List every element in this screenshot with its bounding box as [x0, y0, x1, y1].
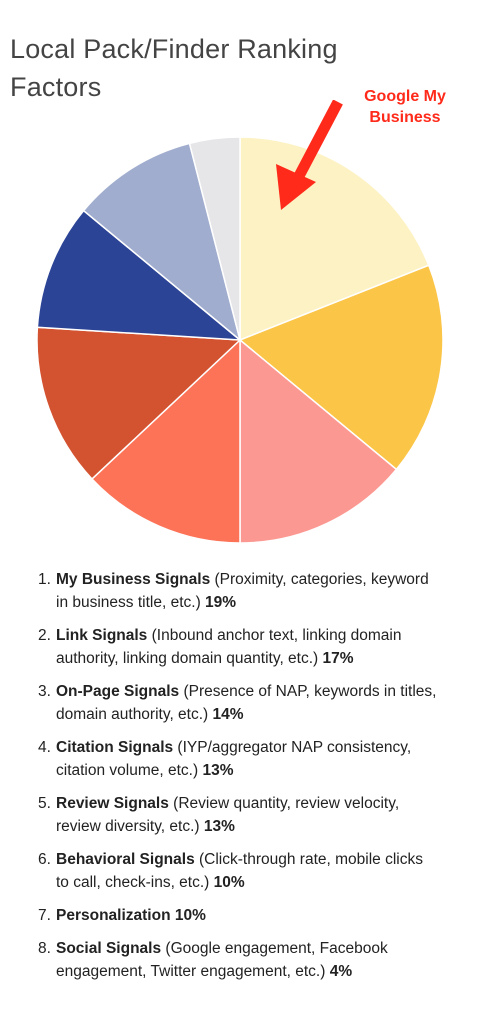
factor-name: My Business Signals: [56, 571, 211, 588]
factor-item: 8. Social Signals (Google engagement, Fac…: [38, 937, 438, 983]
callout-arrow: [276, 99, 343, 210]
factor-number: 1.: [38, 571, 51, 588]
factor-number: 6.: [38, 851, 51, 868]
google-my-business-callout: Google My Business: [364, 88, 446, 126]
pie-chart-area: [0, 99, 485, 560]
factor-number: 8.: [38, 940, 51, 957]
factor-name: Link Signals: [56, 627, 148, 644]
factor-description: (Proximity, categories, keyword in busin…: [56, 571, 429, 611]
factor-description: (Presence of NAP, keywords in titles, do…: [56, 683, 437, 723]
factor-number: 7.: [38, 907, 51, 924]
factor-description: (IYP/aggregator NAP consistency, citatio…: [56, 739, 412, 779]
pie-slice-behavioral-signals: [36, 209, 243, 341]
pie-slice-personalization: [82, 142, 242, 343]
factor-percent: 13%: [203, 818, 235, 835]
factor-description: (Inbound anchor text, linking domain aut…: [56, 627, 402, 667]
factor-name: Review Signals: [56, 795, 169, 812]
factor-description: (Review quantity, review velocity, revie…: [56, 795, 400, 835]
factor-percent: 4%: [329, 963, 353, 980]
factor-number: 5.: [38, 795, 51, 812]
factor-number: 4.: [38, 739, 51, 756]
factor-name: Citation Signals: [56, 739, 174, 756]
factor-percent: 17%: [322, 650, 354, 667]
factor-percent: 10%: [213, 874, 245, 891]
factor-name: Personalization: [56, 907, 171, 924]
pie-slice-social-signals: [188, 136, 241, 341]
factor-name: On-Page Signals: [56, 683, 180, 700]
pie-slice-citation-signals: [90, 338, 241, 544]
pie-chart: [36, 99, 444, 544]
ranking-factors-list: 1. My Business Signals (Proximity, catego…: [38, 568, 438, 993]
page-title: Local Pack/Finder Ranking Factors: [10, 34, 338, 103]
factor-item: 1. My Business Signals (Proximity, catego…: [38, 568, 438, 614]
pie-slice-on-page-signals: [239, 338, 398, 544]
factor-percent: 19%: [205, 594, 237, 611]
factor-percent: 13%: [202, 762, 234, 779]
factor-percent: 10%: [174, 907, 206, 924]
factor-description: (Google engagement, Facebook engagement,…: [56, 940, 388, 980]
factor-item: 4. Citation Signals (IYP/aggregator NAP c…: [38, 736, 438, 782]
factor-percent: 14%: [212, 706, 244, 723]
callout-arrow-head: [276, 164, 316, 210]
pie-slice-link-signals: [238, 264, 444, 471]
factor-name: Social Signals: [56, 940, 162, 957]
factor-number: 2.: [38, 627, 51, 644]
factor-item: 2. Link Signals (Inbound anchor text, lin…: [38, 624, 438, 670]
factor-name: Behavioral Signals: [56, 851, 195, 868]
factor-item: 5. Review Signals (Review quantity, revie…: [38, 792, 438, 838]
factor-item: 3. On-Page Signals (Presence of NAP, keyw…: [38, 680, 438, 726]
pie-slices: [36, 136, 444, 544]
pie-slice-review-signals: [36, 326, 242, 481]
factor-number: 3.: [38, 683, 51, 700]
callout-arrow-shaft: [293, 99, 343, 181]
factor-description: (Click-through rate, mobile clicks to ca…: [56, 851, 423, 891]
factor-item: 6. Behavioral Signals (Click-through rate…: [38, 848, 438, 894]
factor-item: 7. Personalization 10%: [38, 904, 438, 927]
